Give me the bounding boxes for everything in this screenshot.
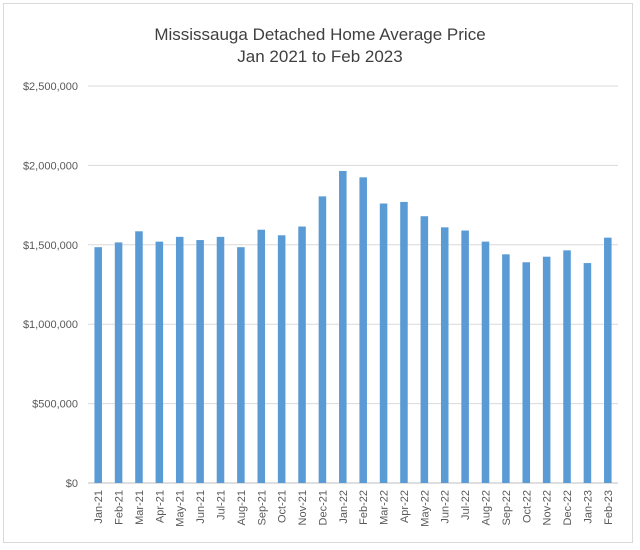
chart-subtitle: Jan 2021 to Feb 2023: [237, 47, 403, 66]
x-tick-label: Aug-22: [481, 490, 493, 525]
gridlines: [88, 85, 618, 484]
y-tick-label: $2,500,000: [23, 81, 78, 93]
x-tick-label: Feb-22: [358, 490, 370, 525]
bar: [114, 242, 123, 483]
bar: [339, 170, 347, 483]
x-tick-label: Nov-21: [297, 490, 309, 525]
bar: [522, 262, 531, 483]
x-tick-label: Jan-23: [582, 490, 594, 524]
bar: [563, 250, 571, 483]
bar: [155, 241, 164, 483]
bar: [583, 263, 592, 483]
bar: [440, 227, 449, 483]
bar: [175, 236, 184, 483]
bar: [604, 237, 612, 483]
bar: [216, 236, 225, 483]
x-tick-label: Mar-22: [379, 490, 391, 525]
bar: [237, 247, 245, 483]
bar: [379, 203, 388, 483]
bar: [461, 230, 469, 483]
y-tick-label: $2,000,000: [23, 160, 78, 172]
y-axis: $0 $500,000 $1,000,000 $1,500,000 $2,000,000…: [23, 81, 78, 490]
x-tick-label: Jan-22: [338, 490, 350, 524]
x-tick-label: Nov-22: [542, 490, 554, 525]
x-tick-label: May-21: [175, 490, 187, 527]
bar: [196, 240, 204, 483]
x-tick-label: Jul-21: [216, 490, 228, 520]
x-tick-label: Apr-21: [154, 490, 166, 523]
x-tick-label: Feb-21: [114, 490, 126, 525]
y-tick-label: $500,000: [32, 399, 78, 411]
x-tick-label: Sep-21: [256, 490, 268, 525]
x-axis: Jan-21 Feb-21 Mar-21 Apr-21 May-21 Jun-21 Jul-…: [93, 490, 615, 527]
bar: [400, 201, 408, 483]
bar: [359, 177, 367, 483]
x-tick-label: Feb-23: [603, 490, 615, 525]
bar: [277, 235, 286, 483]
x-tick-label: Dec-22: [562, 490, 574, 525]
y-tick-label: $1,000,000: [23, 319, 78, 331]
x-tick-label: Oct-21: [277, 490, 289, 523]
x-tick-label: Jul-22: [460, 490, 472, 520]
bar: [257, 229, 266, 483]
bar: [94, 247, 102, 483]
x-tick-label: Mar-21: [134, 490, 146, 525]
x-tick-label: Dec-21: [317, 490, 329, 525]
bar: [481, 241, 490, 483]
chart-title-block: Mississauga Detached Home Average Price …: [0, 24, 640, 68]
bar: [542, 256, 551, 483]
x-tick-label: May-22: [419, 490, 431, 527]
x-tick-label: Jun-21: [195, 490, 207, 524]
chart-title: Mississauga Detached Home Average Price: [154, 25, 486, 44]
x-tick-label: Jun-22: [440, 490, 452, 524]
bar: [135, 231, 143, 483]
bars: [94, 170, 612, 483]
y-tick-label: $0: [66, 478, 78, 490]
x-tick-label: Apr-22: [399, 490, 411, 523]
bar: [318, 196, 327, 483]
bar: [298, 226, 306, 483]
y-tick-label: $1,500,000: [23, 240, 78, 252]
x-tick-label: Jan-21: [93, 490, 105, 524]
bar: [502, 254, 510, 483]
x-tick-label: Oct-22: [521, 490, 533, 523]
x-tick-label: Aug-21: [236, 490, 248, 525]
bar: [420, 216, 429, 483]
x-tick-label: Sep-22: [501, 490, 513, 525]
